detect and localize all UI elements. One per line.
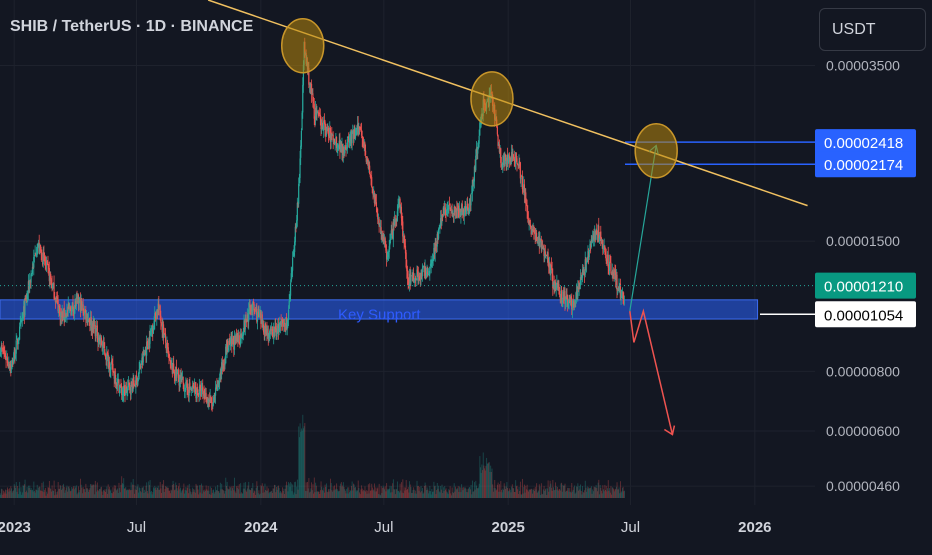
touch-marker-circle <box>471 72 513 126</box>
volume-bar <box>624 491 625 498</box>
forecast-down-path <box>630 311 673 434</box>
touch-marker-circle <box>282 19 324 73</box>
candle-body <box>438 229 439 239</box>
x-tick-label: 2026 <box>738 519 771 536</box>
candle-body <box>610 263 611 274</box>
x-tick-label: 2025 <box>492 519 525 536</box>
candle-body <box>516 158 517 164</box>
candle-body <box>289 301 290 309</box>
x-tick-label: 2024 <box>244 519 278 536</box>
candle-body <box>293 256 294 257</box>
price-badge-text: 0.00002418 <box>824 135 903 152</box>
candle-body <box>139 369 140 374</box>
x-tick-label: Jul <box>127 519 146 536</box>
candle-body <box>479 136 480 144</box>
candle-body <box>318 112 319 113</box>
candle-body <box>288 310 289 320</box>
candle <box>163 321 164 344</box>
candle-body <box>298 184 299 204</box>
candle-body <box>16 340 17 353</box>
candle-body <box>147 341 148 346</box>
candle <box>106 346 107 369</box>
candle <box>301 128 302 149</box>
candle-body <box>34 255 35 256</box>
price-badge: 0.00001054 <box>815 301 916 327</box>
candle-body <box>347 139 348 149</box>
candle-body <box>64 308 65 318</box>
candle-body <box>586 262 587 264</box>
x-tick-label: Jul <box>621 519 640 536</box>
currency-button[interactable]: USDT <box>819 8 926 51</box>
forecast-down-arrowhead <box>664 426 674 435</box>
price-badge: 0.00001210 <box>815 273 916 299</box>
candle-body <box>301 131 302 147</box>
candle-body <box>292 258 293 271</box>
x-tick-label: 2023 <box>0 519 31 536</box>
y-tick-label: 0.00000800 <box>826 363 900 379</box>
candle-body <box>314 104 315 119</box>
y-tick-label: 0.00000600 <box>826 423 900 439</box>
candle-body <box>445 207 446 210</box>
candle-body <box>19 327 20 340</box>
y-tick-label: 0.00001500 <box>826 233 900 249</box>
candle-body <box>290 283 291 296</box>
candle-body <box>624 299 625 300</box>
price-badge-text: 0.00001054 <box>824 307 903 324</box>
candle-body <box>520 162 521 178</box>
candle <box>347 136 348 153</box>
candle-body <box>371 177 372 187</box>
candle-body <box>470 195 471 205</box>
price-badge-text: 0.00001210 <box>824 279 903 296</box>
candle-body <box>520 178 521 179</box>
symbol-header: SHIB / TetherUS · 1D · BINANCE <box>10 18 253 36</box>
candle-body <box>497 127 498 135</box>
candle-body <box>589 250 590 257</box>
candle-body <box>376 202 377 206</box>
touch-marker-circle <box>635 124 677 178</box>
candle-body <box>112 364 113 372</box>
candle-body <box>183 377 184 384</box>
candle-body <box>365 151 366 155</box>
y-tick-label: 0.00000460 <box>826 478 900 494</box>
candle-body <box>572 307 573 310</box>
candle-body <box>609 262 610 271</box>
price-badge: 0.00002174 <box>815 151 916 177</box>
candle-body <box>448 205 449 209</box>
key-support-label: Key Support <box>338 306 421 323</box>
price-badge-text: 0.00002174 <box>824 157 903 174</box>
candle <box>497 134 498 148</box>
candle-body <box>410 277 411 284</box>
candle-body <box>41 252 42 262</box>
candle-body <box>24 299 25 315</box>
volume-bar <box>304 423 305 498</box>
candle <box>371 171 372 188</box>
x-tick-label: Jul <box>374 519 393 536</box>
candle-body <box>160 316 161 323</box>
y-tick-label: 0.00003500 <box>826 57 900 73</box>
candle-body <box>505 155 506 157</box>
candle-body <box>141 366 142 368</box>
candle-body <box>165 334 166 342</box>
